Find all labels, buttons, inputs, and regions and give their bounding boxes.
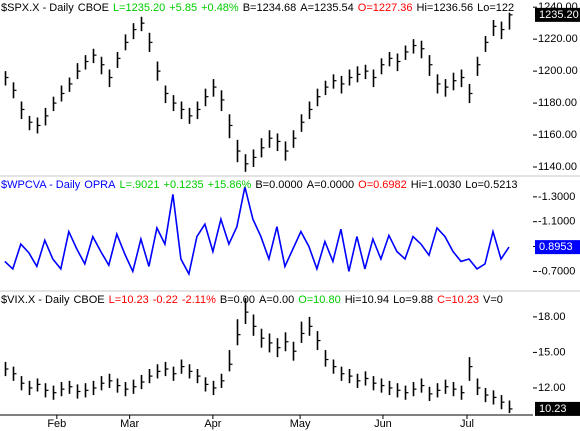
header-item: L=1235.20 xyxy=(113,2,165,14)
header-item: A=0.00 xyxy=(259,294,294,306)
x-tick-label: Feb xyxy=(47,418,66,430)
header-item: B=0.0000 xyxy=(255,179,302,191)
y-tick-label: -1.1000 xyxy=(538,216,575,228)
header-item: CBOE xyxy=(78,2,109,14)
y-tick-label: 15.00 xyxy=(538,346,566,358)
last-value-box xyxy=(535,240,580,255)
panel-header: $SPX.X - Daily CBOE L=1235.20 +5.85 +0.48% B=… xyxy=(1,2,514,14)
header-item: -0.22 xyxy=(153,294,178,306)
header-item: CBOE xyxy=(73,294,104,306)
header-item: $WPCVA - Daily xyxy=(1,179,81,191)
y-tick-label: 1140.00 xyxy=(538,161,577,173)
header-item: B=0.00 xyxy=(220,294,255,306)
header-item: Hi=1.0030 xyxy=(411,179,461,191)
header-item: $SPX.X - Daily xyxy=(1,2,74,14)
y-tick-label: -1.3000 xyxy=(538,191,575,203)
header-item: O=1227.36 xyxy=(358,2,413,14)
last-value-label: 0.8953 xyxy=(539,241,573,253)
header-item: OPRA xyxy=(84,179,116,191)
header-item: A=0.0000 xyxy=(307,179,354,191)
x-tick-label: Mar xyxy=(120,418,139,430)
header-item: $VIX.X - Daily xyxy=(1,294,70,306)
header-item: Lo=0.5213 xyxy=(465,179,517,191)
header-item: Lo=9.88 xyxy=(393,294,433,306)
header-item: +5.85 xyxy=(169,2,197,14)
last-value-box xyxy=(535,401,580,416)
last-value-label: 10.23 xyxy=(539,403,567,415)
x-tick-label: Jul xyxy=(460,418,474,430)
header-item: -2.11% xyxy=(182,294,216,306)
y-tick-label: 18.00 xyxy=(538,311,566,323)
header-item: V=0 xyxy=(483,294,503,306)
last-value-box xyxy=(535,7,580,22)
x-tick-label: Jun xyxy=(374,418,392,430)
header-item: O=10.80 xyxy=(298,294,341,306)
y-tick-label: 12.00 xyxy=(538,382,566,394)
y-tick-label: 1200.00 xyxy=(538,65,578,77)
panel-header: $VIX.X - Daily CBOE L=10.23 -0.22 -2.11% B=0.… xyxy=(1,294,503,306)
last-value-label: 1235.20 xyxy=(539,9,579,21)
header-item: L=10.23 xyxy=(109,294,149,306)
header-item: A=1235.54 xyxy=(300,2,354,14)
y-tick-label: 1180.00 xyxy=(538,97,577,109)
line xyxy=(4,186,510,277)
header-item: O=0.6982 xyxy=(358,179,407,191)
header-item: Hi=10.94 xyxy=(345,294,389,306)
header-item: Hi=1236.56 xyxy=(417,2,474,14)
x-tick-label: May xyxy=(290,418,311,430)
header-item: +0.1235 xyxy=(164,179,204,191)
y-tick-label: 1220.00 xyxy=(538,33,578,45)
y-tick-label: 1160.00 xyxy=(538,129,577,141)
header-item: L=.9021 xyxy=(119,179,159,191)
panel-header: $WPCVA - Daily OPRA L=.9021 +0.1235 +15.86% B… xyxy=(1,179,518,191)
header-item: +15.86% xyxy=(208,179,252,191)
header-item: Lo=122 xyxy=(477,2,514,14)
header-item: C=10.23 xyxy=(437,294,479,306)
y-tick-label: -0.7000 xyxy=(538,265,575,277)
header-item: B=1234.68 xyxy=(243,2,297,14)
x-tick-label: Apr xyxy=(204,418,221,430)
header-item: +0.48% xyxy=(201,2,239,14)
